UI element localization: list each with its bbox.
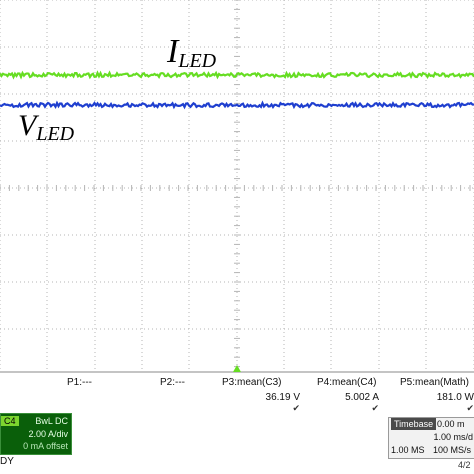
channel-c4-descriptor[interactable]: C4 BwL DC 2.00 A/div 0 mA offset [0,413,72,455]
measurement-p4[interactable]: P4:mean(C4) 5.002 A ✔ [317,377,379,414]
current-label-main: I [167,33,179,70]
measurement-value: 5.002 A [345,392,379,403]
date-stamp: 4/2 [458,460,471,470]
measurement-p5[interactable]: P5:mean(Math) 181.0 W ✔ [400,377,474,414]
measurement-name: P5:mean(Math) [400,377,469,388]
measurement-name: P3:mean(C3) [222,377,282,388]
channel-scale: 2.00 A/div [28,429,68,439]
trigger-position-marker [233,365,241,372]
voltage-label-main: V [18,109,37,142]
current-trace [0,70,474,80]
timebase-delay: 0.00 m [437,419,465,429]
sample-rate: 100 MS/s [433,445,472,455]
voltage-trace [0,100,474,110]
record-length: 1.00 MS [391,445,425,455]
measurement-value: 36.19 V [265,392,300,403]
timebase-label: Timebase [391,418,437,430]
channel-coupling: BwL DC [35,416,68,426]
measurement-p3[interactable]: P3:mean(C3) 36.19 V ✔ [222,377,300,414]
check-icon: ✔ [292,403,300,413]
timebase-per-div: 1.00 ms/d [433,432,473,442]
measurement-name: P2:--- [160,377,185,388]
current-label-subscript: LED [178,50,217,72]
channel-offset: 0 mA offset [23,441,68,451]
voltage-waveform-label: VLED [18,109,75,145]
check-icon: ✔ [466,403,474,413]
voltage-label-subscript: LED [36,123,75,145]
measurement-name: P4:mean(C4) [317,377,377,388]
timebase-descriptor[interactable]: Timebase 0.00 m 1.00 ms/d 1.00 MS 100 MS… [388,417,474,459]
measurement-name: P1:--- [67,377,92,388]
trigger-status: DY [0,456,14,467]
measurement-value: 181.0 W [436,392,474,403]
channel-tag: C4 [1,416,19,426]
measurement-p2[interactable]: P2:--- [160,377,220,388]
measurement-p1[interactable]: P1:--- [67,377,127,388]
current-waveform-label: ILED [167,33,217,72]
check-icon: ✔ [371,403,379,413]
